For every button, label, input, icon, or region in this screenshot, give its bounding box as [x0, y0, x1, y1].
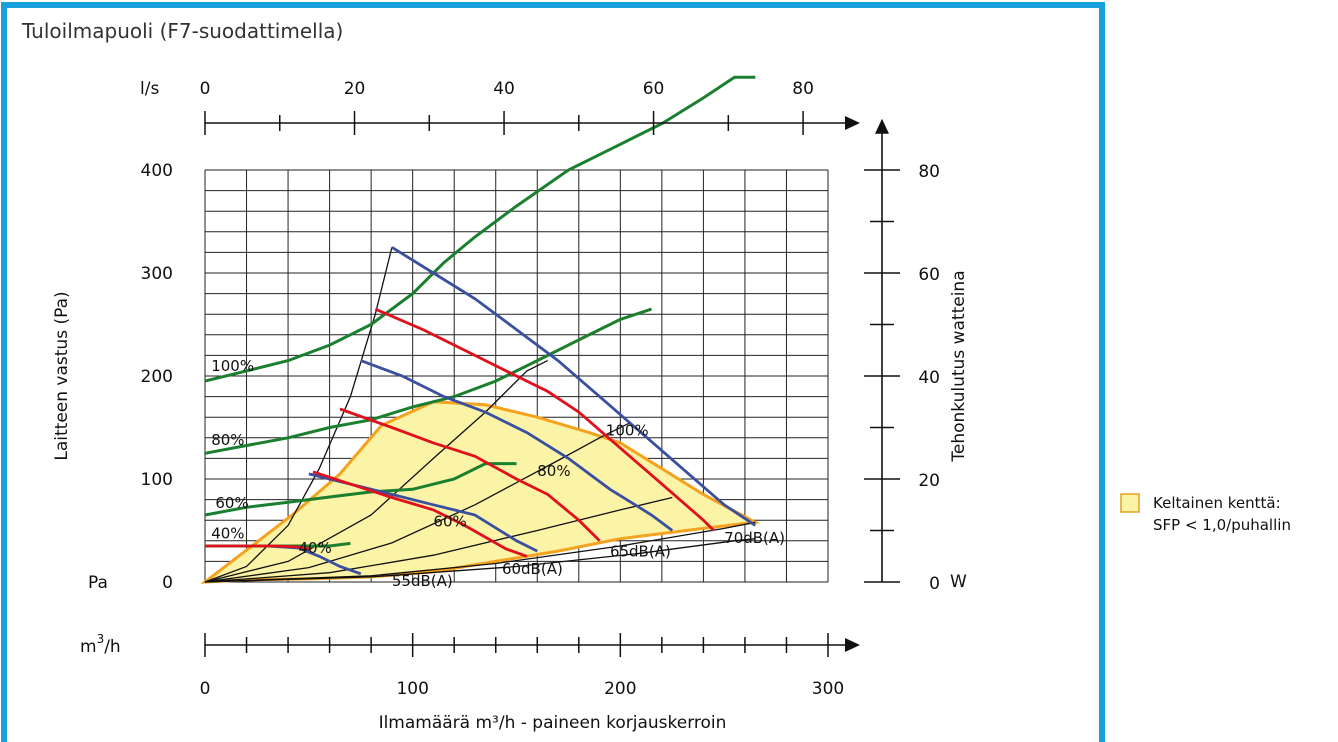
- y-tick-label: 400: [141, 161, 173, 181]
- pressure-curve-80%: [360, 359, 674, 532]
- x-tick-label: 300: [812, 679, 844, 699]
- sound-line-55dB(A): [205, 544, 310, 551]
- bottom-axis-unit: m3/h: [80, 632, 121, 657]
- curve-label: 60dB(A): [502, 560, 563, 578]
- legend: Keltainen kenttä: SFP < 1,0/puhallin: [1120, 493, 1291, 534]
- bottom-axis-arrowhead: [845, 638, 860, 652]
- legend-swatch: [1120, 493, 1140, 513]
- x-axis-label: Ilmamäärä m³/h - paineen korjauskerroin: [379, 713, 727, 733]
- y2-tick-label: 0: [929, 574, 940, 594]
- x-tick-label: 0: [200, 679, 211, 699]
- top-axis-tick-label: 80: [792, 79, 814, 99]
- power-curve-80%: [204, 307, 652, 455]
- top-axis-tick-label: 0: [200, 79, 211, 99]
- y2-tick-label: 60: [918, 265, 940, 285]
- top-axis-tick-label: 20: [344, 79, 366, 99]
- curve-label: 40%: [211, 525, 244, 543]
- y2-tick-label: 40: [918, 368, 940, 388]
- curve-label: 60%: [215, 494, 248, 512]
- y2-unit-label: W: [950, 572, 967, 592]
- y2-arrowhead: [875, 118, 889, 134]
- legend-label-line2: SFP < 1,0/puhallin: [1153, 516, 1291, 534]
- system-curve: [204, 538, 756, 583]
- y-unit-label: Pa: [88, 573, 108, 593]
- chart-title: Tuloilmapuoli (F7-suodattimella): [21, 19, 343, 43]
- y2-tick-label: 80: [918, 162, 940, 182]
- top-axis-arrowhead: [845, 116, 860, 130]
- curve-label: 65dB(A): [610, 542, 671, 560]
- curve-label: 100%: [211, 357, 254, 375]
- y2-axis-label: Tehonkulutus watteina: [949, 270, 969, 462]
- system-curve: [204, 496, 673, 583]
- y-tick-label: 0: [162, 573, 173, 593]
- system-curves-layer: [204, 247, 756, 583]
- y-tick-label: 300: [141, 264, 173, 284]
- curve-label: 80%: [211, 431, 244, 449]
- bottom-axis-unit-sup: 3: [97, 632, 105, 646]
- top-axis-tick-label: 40: [493, 79, 515, 99]
- curve-label: 55dB(A): [392, 572, 453, 590]
- system-curve: [204, 421, 631, 583]
- top-axis-tick-label: 60: [643, 79, 665, 99]
- bottom-axis-unit-rest: /h: [104, 637, 121, 657]
- system-curve: [204, 360, 548, 583]
- y2-tick-label: 20: [918, 471, 940, 491]
- annotations-layer: 100% 80% 60% 40% 40% 60% 80% 100% 55dB(A) 60dB(A)…: [211, 357, 785, 590]
- x-tick-label: 100: [396, 679, 428, 699]
- sound-line-70dB(A): [374, 307, 715, 532]
- curve-label: 60%: [433, 512, 466, 530]
- curve-label: 100%: [606, 422, 649, 440]
- curve-label: 40%: [298, 539, 331, 557]
- pressure-curve-100%: [391, 246, 757, 527]
- legend-label-line1: Keltainen kenttä:: [1153, 494, 1281, 512]
- chart-border: [1, 2, 1105, 742]
- top-axis-unit: l/s: [140, 79, 159, 99]
- y-tick-label: 100: [141, 470, 173, 490]
- power-curve-100%: [204, 75, 756, 383]
- sound-line-65dB(A): [339, 407, 601, 542]
- x-tick-label: 200: [604, 679, 636, 699]
- system-curve: [204, 247, 393, 583]
- sound-lines-layer: [205, 307, 715, 558]
- curve-label: 80%: [537, 462, 570, 480]
- system-curve: [204, 521, 756, 583]
- y-tick-label: 200: [141, 367, 173, 387]
- sound-line-60dB(A): [312, 470, 528, 558]
- curve-label: 70dB(A): [724, 529, 785, 547]
- y-axis-label: Laitteen vastus (Pa): [52, 291, 72, 460]
